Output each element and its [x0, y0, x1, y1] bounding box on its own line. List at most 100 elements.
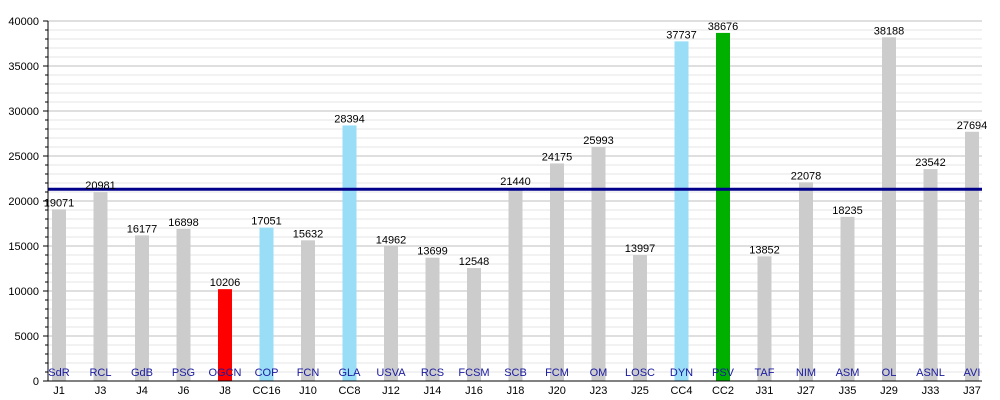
team-label-J37: AVI [964, 367, 981, 379]
value-label-J18: 21440 [500, 176, 531, 188]
team-label-J35: ASM [836, 367, 860, 379]
value-label-CC2: 38676 [708, 21, 739, 33]
bar-J18 [508, 188, 523, 381]
y-tick-label: 25000 [8, 151, 39, 163]
value-label-J3: 20981 [85, 180, 116, 192]
bars [52, 32, 979, 382]
y-tick-label: 15000 [8, 241, 39, 253]
bar-J3 [93, 192, 108, 381]
axes [43, 20, 982, 382]
team-label-J4: GdB [131, 367, 153, 379]
x-tick-label-J1: J1 [53, 385, 65, 397]
value-label-CC16: 17051 [251, 216, 282, 228]
team-label-J12: USVA [376, 367, 406, 379]
team-label-J18: SCB [504, 367, 527, 379]
x-tick-label-J25: J25 [631, 385, 649, 397]
bar-J35 [840, 216, 855, 381]
x-tick-label-J23: J23 [590, 385, 608, 397]
value-label-J4: 16177 [127, 223, 158, 235]
y-tick-label: 0 [33, 376, 39, 388]
x-tick-label-J35: J35 [839, 385, 857, 397]
team-label-J33: ASNL [916, 367, 945, 379]
bar-J6 [176, 228, 191, 381]
bar-J1 [52, 209, 66, 381]
x-tick-label-J12: J12 [382, 385, 400, 397]
y-tick-label: 5000 [15, 331, 39, 343]
team-label-J29: OL [882, 367, 897, 379]
bar-CC2 [716, 32, 730, 381]
value-label-J20: 24175 [542, 151, 573, 163]
team-label-CC8: GLA [338, 367, 361, 379]
x-tick-label-J10: J10 [299, 385, 317, 397]
bar-CC4 [674, 41, 689, 381]
value-label-J31: 13852 [749, 244, 780, 256]
x-tick-label-J18: J18 [507, 385, 525, 397]
team-label-J6: PSG [172, 367, 195, 379]
x-tick-label-J4: J4 [136, 385, 148, 397]
bar-J33 [923, 169, 938, 381]
value-label-J16: 12548 [459, 256, 490, 268]
bar-CC16 [259, 227, 274, 381]
team-label-J16: FCSM [458, 367, 489, 379]
value-label-J6: 16898 [168, 217, 199, 229]
y-tick-label: 30000 [8, 106, 39, 118]
bar-CC8 [342, 125, 357, 381]
x-tick-label-CC8: CC8 [338, 385, 360, 397]
value-label-J37: 27694 [957, 120, 988, 132]
x-tick-label-J31: J31 [756, 385, 774, 397]
team-label-J23: OM [590, 367, 608, 379]
x-tick-label-CC4: CC4 [670, 385, 692, 397]
x-tick-labels: J1 J3 J4 J6 J8 CC16 J10 CC8 J12 J14 J16 J18 J20 J23 J2… [53, 385, 981, 397]
bar-J20 [550, 163, 564, 381]
team-labels: SdR RCL GdB PSG OGCN COP FCN GLA USVA RCS FCSM SCB F… [48, 367, 980, 379]
team-label-J14: RCS [421, 367, 444, 379]
team-label-CC16: COP [255, 367, 279, 379]
x-tick-label-CC16: CC16 [252, 385, 280, 397]
team-label-J10: FCN [297, 367, 320, 379]
team-label-J31: TAF [755, 367, 775, 379]
bar-J25 [633, 255, 647, 381]
bar-J4 [135, 235, 149, 381]
value-label-J23: 25993 [583, 135, 614, 147]
team-label-CC4: DYN [670, 367, 693, 379]
bar-J16 [467, 268, 481, 381]
team-label-J1: SdR [48, 367, 69, 379]
value-label-CC4: 37737 [666, 29, 697, 41]
bar-J31 [757, 256, 772, 381]
value-label-J29: 38188 [874, 25, 905, 37]
bar-J29 [882, 37, 896, 382]
value-label-J25: 13997 [625, 243, 656, 255]
value-label-J14: 13699 [417, 246, 448, 258]
value-label-J10: 15632 [293, 228, 324, 240]
x-tick-label-J29: J29 [880, 385, 898, 397]
bar-J10 [301, 240, 315, 381]
x-tick-label-J6: J6 [178, 385, 190, 397]
y-tick-label: 10000 [8, 286, 39, 298]
team-label-J8: OGCN [209, 367, 242, 379]
y-tick-label: 20000 [8, 196, 39, 208]
x-tick-label-J8: J8 [219, 385, 231, 397]
value-labels: 19071 20981 16177 16898 10206 17051 15632 28394… [44, 21, 988, 289]
y-tick-labels: 0 5000 10000 15000 20000 25000 30000 35000 40000 [8, 16, 39, 388]
value-label-J8: 10206 [210, 277, 241, 289]
value-label-J1: 19071 [44, 197, 75, 209]
value-label-J12: 14962 [376, 234, 407, 246]
value-label-J33: 23542 [915, 157, 946, 169]
team-label-J20: FCM [545, 367, 569, 379]
team-label-CC2: PSV [712, 367, 735, 379]
x-tick-label-CC2: CC2 [712, 385, 734, 397]
team-label-J3: RCL [89, 367, 111, 379]
bar-J8 [218, 289, 232, 381]
bar-J14 [425, 257, 440, 381]
team-label-J25: LOSC [625, 367, 655, 379]
value-label-J27: 22078 [791, 170, 822, 182]
x-tick-label-J14: J14 [424, 385, 442, 397]
x-tick-label-J16: J16 [465, 385, 483, 397]
value-label-J35: 18235 [832, 205, 863, 217]
x-tick-label-J27: J27 [797, 385, 815, 397]
value-label-CC8: 28394 [334, 113, 365, 125]
bar-J27 [799, 182, 813, 381]
team-label-J27: NIM [796, 367, 816, 379]
x-tick-label-J3: J3 [95, 385, 107, 397]
